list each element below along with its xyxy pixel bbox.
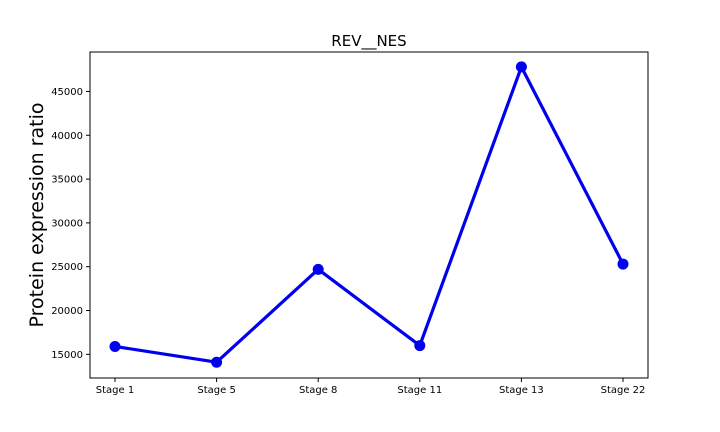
axis-ticks: 15000 20000 25000 30000 35000 40000 45000 Stage…: [51, 87, 645, 396]
x-tick-label: Stage 13: [499, 385, 544, 396]
data-point: [414, 340, 426, 352]
plot-frame: [89, 51, 649, 379]
y-tick-label: 20000: [51, 306, 83, 317]
chart-title: REV__NES: [331, 32, 406, 51]
data-point: [515, 61, 527, 73]
y-tick-label: 35000: [51, 175, 83, 186]
data-point: [109, 340, 121, 352]
data-point: [312, 263, 324, 275]
x-tick-label: Stage 11: [397, 385, 442, 396]
data-point: [211, 356, 223, 368]
x-tick-label: Stage 8: [299, 385, 337, 396]
y-tick-label: 40000: [51, 131, 83, 142]
y-tick-label: 45000: [51, 87, 83, 98]
data-point: [617, 258, 629, 270]
series-group: [109, 61, 629, 368]
x-tick-label: Stage 1: [96, 385, 134, 396]
y-tick-label: 25000: [51, 262, 83, 273]
y-tick-label: 30000: [51, 218, 83, 229]
x-tick-label: Stage 5: [197, 385, 235, 396]
y-tick-label: 15000: [51, 350, 83, 361]
x-tick-label: Stage 22: [601, 385, 646, 396]
series-line: [114, 65, 625, 364]
y-axis-label: Protein expression ratio: [26, 103, 48, 328]
